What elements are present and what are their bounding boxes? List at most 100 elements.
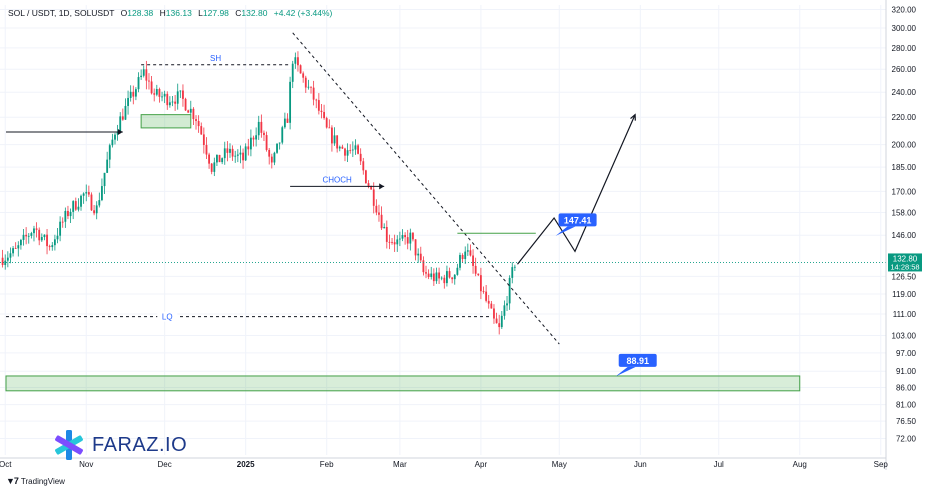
candle[interactable] bbox=[273, 151, 276, 166]
candle[interactable] bbox=[74, 197, 77, 211]
target-label-up[interactable]: 147.41 bbox=[555, 213, 597, 236]
candle[interactable] bbox=[283, 112, 286, 129]
candle[interactable] bbox=[127, 90, 129, 115]
candle[interactable] bbox=[406, 229, 409, 250]
candle[interactable] bbox=[30, 231, 33, 239]
candle[interactable] bbox=[9, 247, 12, 264]
candle[interactable] bbox=[40, 233, 43, 242]
candle[interactable] bbox=[56, 227, 59, 244]
candle[interactable] bbox=[82, 192, 85, 204]
candle[interactable] bbox=[294, 52, 297, 69]
candle[interactable] bbox=[249, 129, 252, 157]
candle[interactable] bbox=[187, 109, 190, 113]
candle[interactable] bbox=[367, 180, 370, 189]
candle[interactable] bbox=[500, 310, 503, 329]
candle[interactable] bbox=[263, 130, 265, 142]
candle[interactable] bbox=[359, 148, 362, 166]
candle[interactable] bbox=[503, 300, 506, 320]
candle[interactable] bbox=[265, 131, 268, 152]
candle[interactable] bbox=[391, 238, 393, 245]
candle[interactable] bbox=[328, 119, 331, 129]
candle[interactable] bbox=[168, 96, 171, 108]
candle[interactable] bbox=[414, 239, 417, 261]
candle[interactable] bbox=[106, 151, 109, 174]
candle[interactable] bbox=[218, 154, 221, 163]
candle[interactable] bbox=[77, 198, 80, 212]
candle[interactable] bbox=[435, 267, 438, 284]
candle[interactable] bbox=[116, 124, 119, 141]
candle[interactable] bbox=[229, 143, 231, 158]
candle[interactable] bbox=[103, 172, 106, 195]
candle[interactable] bbox=[357, 143, 359, 155]
candle[interactable] bbox=[80, 194, 82, 211]
candle[interactable] bbox=[4, 254, 7, 270]
candle[interactable] bbox=[19, 238, 22, 250]
candle[interactable] bbox=[200, 122, 203, 135]
candle[interactable] bbox=[33, 225, 35, 242]
candle[interactable] bbox=[192, 107, 195, 125]
candle[interactable] bbox=[417, 248, 420, 263]
candle[interactable] bbox=[419, 246, 422, 263]
candle[interactable] bbox=[364, 169, 367, 184]
candle[interactable] bbox=[393, 234, 396, 252]
candle[interactable] bbox=[315, 98, 318, 109]
candle[interactable] bbox=[22, 228, 25, 246]
candle[interactable] bbox=[121, 108, 124, 121]
candle[interactable] bbox=[372, 182, 375, 214]
candle[interactable] bbox=[446, 265, 448, 287]
candle[interactable] bbox=[46, 228, 48, 255]
candle[interactable] bbox=[383, 223, 386, 229]
candle[interactable] bbox=[137, 72, 140, 93]
candle[interactable] bbox=[35, 222, 38, 238]
candle[interactable] bbox=[260, 114, 263, 138]
candle[interactable] bbox=[477, 273, 480, 277]
candle[interactable] bbox=[341, 144, 344, 150]
candle[interactable] bbox=[14, 242, 17, 249]
candle[interactable] bbox=[459, 252, 461, 271]
candle[interactable] bbox=[6, 251, 9, 268]
candle[interactable] bbox=[93, 205, 96, 216]
candle[interactable] bbox=[312, 80, 315, 106]
candle[interactable] bbox=[255, 127, 258, 147]
candle[interactable] bbox=[176, 83, 179, 110]
candle[interactable] bbox=[213, 157, 216, 177]
candle[interactable] bbox=[506, 296, 508, 312]
candle[interactable] bbox=[98, 192, 101, 208]
candle[interactable] bbox=[140, 69, 143, 80]
candle[interactable] bbox=[48, 244, 51, 251]
candle[interactable] bbox=[482, 286, 485, 294]
candle[interactable] bbox=[438, 267, 440, 284]
price-axis[interactable]: 320.00 300.00 280.00 260.00 240.00 220.00 200.… bbox=[885, 0, 922, 470]
candle[interactable] bbox=[195, 115, 197, 130]
candle[interactable] bbox=[286, 113, 289, 123]
candle[interactable] bbox=[270, 153, 273, 169]
candle[interactable] bbox=[427, 269, 430, 280]
candle[interactable] bbox=[210, 162, 213, 175]
candle[interactable] bbox=[378, 204, 380, 222]
candle[interactable] bbox=[302, 71, 305, 83]
candle[interactable] bbox=[299, 64, 302, 74]
candle[interactable] bbox=[511, 262, 514, 284]
candle[interactable] bbox=[398, 231, 401, 247]
candle[interactable] bbox=[412, 232, 414, 242]
candle[interactable] bbox=[67, 205, 69, 220]
candle[interactable] bbox=[242, 148, 244, 169]
candle[interactable] bbox=[108, 143, 111, 169]
candle[interactable] bbox=[171, 95, 174, 107]
candle[interactable] bbox=[385, 220, 388, 249]
candle[interactable] bbox=[239, 145, 242, 164]
candle[interactable] bbox=[325, 116, 328, 129]
candle[interactable] bbox=[236, 149, 239, 163]
candle[interactable] bbox=[490, 300, 493, 309]
candle[interactable] bbox=[380, 206, 383, 230]
candle[interactable] bbox=[134, 87, 137, 101]
candle[interactable] bbox=[362, 157, 365, 175]
candle[interactable] bbox=[289, 76, 292, 130]
candle[interactable] bbox=[317, 93, 320, 115]
candle[interactable] bbox=[64, 207, 67, 228]
candle[interactable] bbox=[268, 147, 271, 165]
candle[interactable] bbox=[513, 264, 516, 271]
candle[interactable] bbox=[61, 217, 64, 228]
candle[interactable] bbox=[461, 253, 464, 263]
candle[interactable] bbox=[354, 139, 357, 155]
